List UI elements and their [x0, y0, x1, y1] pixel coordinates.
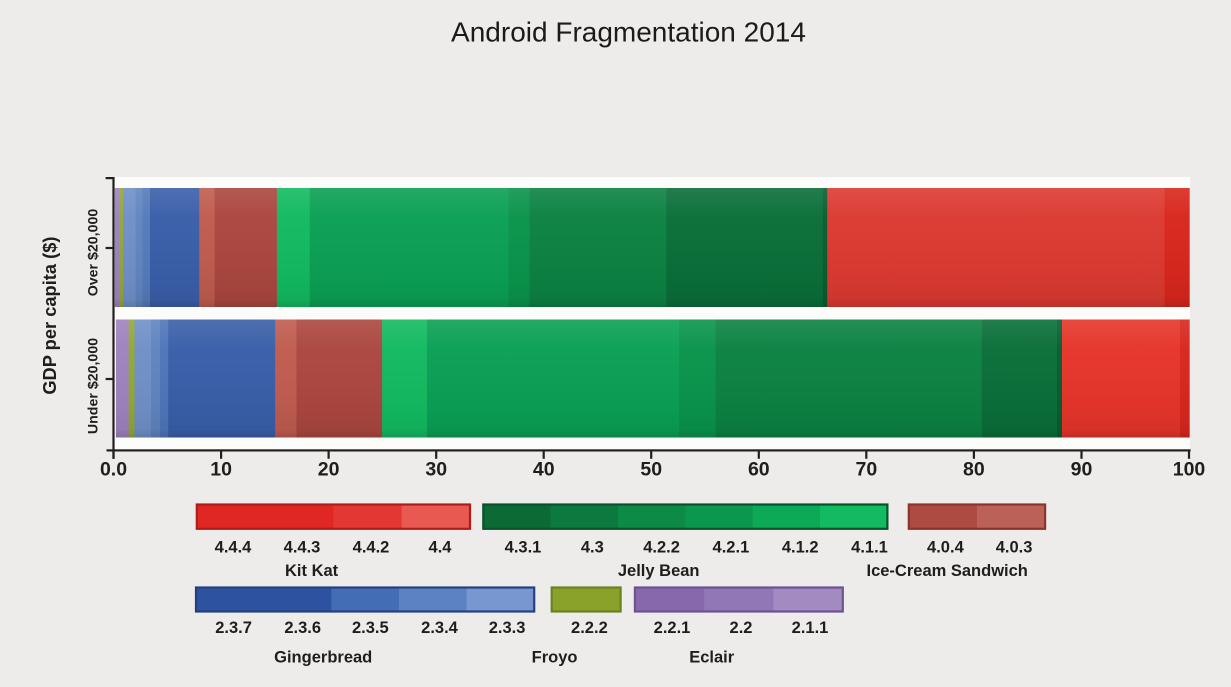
svg-text:10: 10: [210, 459, 232, 481]
svg-text:4.4.3: 4.4.3: [284, 539, 321, 557]
svg-text:4.2.1: 4.2.1: [713, 539, 750, 557]
svg-text:Ice-Cream Sandwich: Ice-Cream Sandwich: [867, 562, 1028, 580]
svg-text:4.0.3: 4.0.3: [996, 539, 1033, 557]
svg-text:4.4.2: 4.4.2: [353, 539, 390, 557]
svg-text:Jelly Bean: Jelly Bean: [618, 562, 700, 580]
svg-text:Under $20,000: Under $20,000: [86, 338, 102, 434]
svg-text:4.3: 4.3: [581, 539, 604, 557]
svg-text:2.3.7: 2.3.7: [215, 619, 252, 637]
svg-text:2.2: 2.2: [730, 619, 753, 637]
svg-text:Android Fragmentation 2014: Android Fragmentation 2014: [451, 17, 806, 48]
svg-text:100: 100: [1173, 459, 1206, 481]
svg-text:2.2.2: 2.2.2: [571, 619, 608, 637]
svg-text:2.3.4: 2.3.4: [421, 619, 459, 637]
svg-text:4.1.1: 4.1.1: [851, 539, 888, 557]
svg-text:30: 30: [425, 459, 447, 481]
svg-text:40: 40: [533, 459, 555, 481]
svg-text:Over $20,000: Over $20,000: [86, 209, 102, 297]
svg-text:2.3.5: 2.3.5: [352, 619, 389, 637]
svg-text:60: 60: [748, 459, 770, 481]
svg-text:4.4.4: 4.4.4: [215, 539, 253, 557]
svg-text:50: 50: [640, 459, 662, 481]
svg-text:Froyo: Froyo: [532, 649, 578, 667]
svg-text:4.0.4: 4.0.4: [927, 539, 965, 557]
svg-text:0.0: 0.0: [100, 459, 127, 481]
svg-text:70: 70: [856, 459, 878, 481]
svg-text:Kit Kat: Kit Kat: [285, 562, 339, 580]
svg-text:2.1.1: 2.1.1: [792, 619, 829, 637]
svg-text:4.3.1: 4.3.1: [505, 539, 542, 557]
svg-text:2.3.3: 2.3.3: [489, 619, 526, 637]
svg-text:Gingerbread: Gingerbread: [274, 649, 372, 667]
svg-text:20: 20: [318, 459, 340, 481]
svg-text:GDP per capita ($): GDP per capita ($): [39, 237, 60, 395]
svg-text:2.3.6: 2.3.6: [284, 619, 321, 637]
svg-text:4.1.2: 4.1.2: [782, 539, 819, 557]
svg-text:2.2.1: 2.2.1: [654, 619, 691, 637]
svg-text:4.2.2: 4.2.2: [643, 539, 680, 557]
svg-text:90: 90: [1071, 459, 1093, 481]
svg-text:80: 80: [963, 459, 985, 481]
svg-text:4.4: 4.4: [429, 539, 453, 557]
svg-text:Eclair: Eclair: [689, 649, 735, 667]
